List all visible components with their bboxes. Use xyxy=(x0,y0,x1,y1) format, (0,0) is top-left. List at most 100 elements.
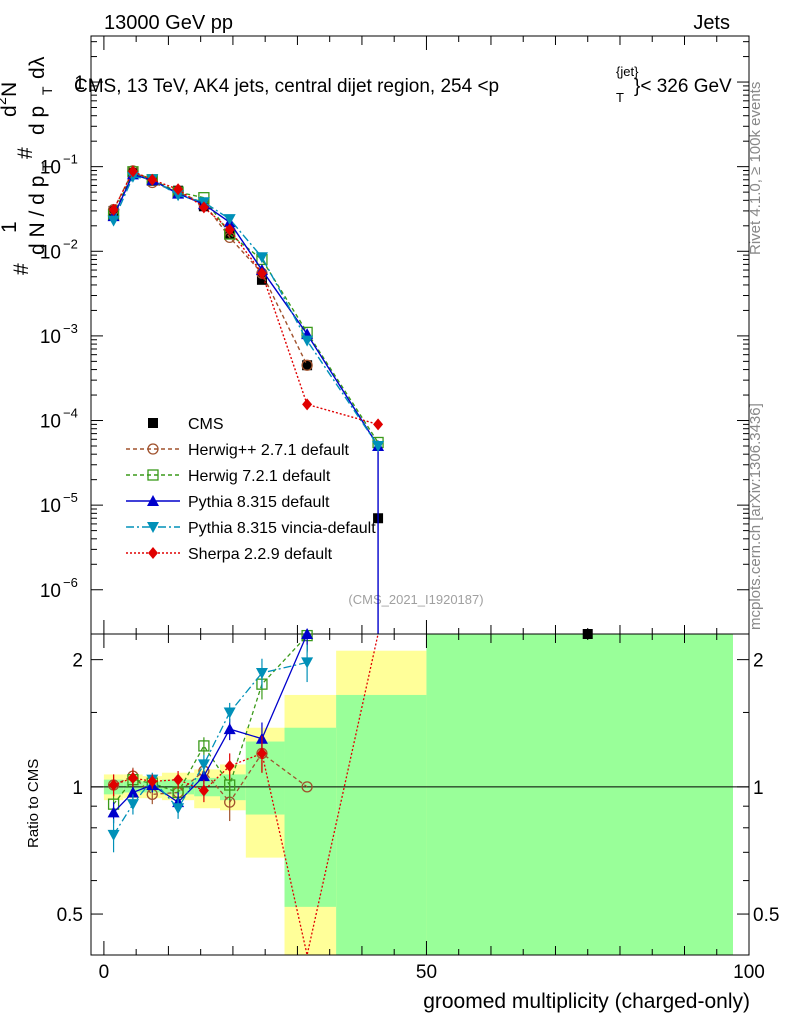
main-ytick-label-1: 10 xyxy=(40,158,61,179)
main-ytick-label-6: 10 xyxy=(40,581,61,602)
ratio-point-3-6 xyxy=(255,667,268,679)
band-inner-9 xyxy=(426,634,733,955)
ylabel-dn-dpt: d N / d p xyxy=(26,176,49,255)
ratio-line-2 xyxy=(113,633,308,813)
legend-marker-5 xyxy=(148,547,158,559)
ratio-line-1 xyxy=(113,635,308,805)
band-inner-7 xyxy=(284,727,337,907)
ratio-ytick-label-0: 0.5 xyxy=(57,905,83,926)
ylabel-lambda: λ xyxy=(26,56,49,67)
ratio-point-1-4 xyxy=(198,740,210,752)
ratio-line-0 xyxy=(113,752,308,804)
main-ytick-exp-6: −6 xyxy=(63,575,78,590)
legend-label-1: Herwig++ 2.7.1 default xyxy=(188,442,350,459)
main-point-5-2 xyxy=(147,173,158,186)
ylabel-prefix: # xyxy=(10,263,33,275)
main-line-4 xyxy=(112,175,379,447)
main-ytick-label-3: 10 xyxy=(40,327,61,348)
ratio-plot-frame xyxy=(90,633,750,956)
y-axis-label-ratio: Ratio to CMS xyxy=(25,759,42,848)
main-y-ticks: 110−110−210−310−410−510−6 xyxy=(40,41,749,602)
legend-entry-2: Herwig 7.2.1 default xyxy=(126,468,331,485)
ratio-point-4-6 xyxy=(256,747,267,760)
ratio-point-3-4 xyxy=(197,759,210,771)
main-point-4-7 xyxy=(301,335,314,347)
side-label-mcplots: mcplots.cern.ch [arXiv:1306.3436] xyxy=(747,403,764,630)
ratio-point-4-1 xyxy=(127,771,138,784)
ratio-point-3-3 xyxy=(172,803,185,815)
legend: CMS Herwig++ 2.7.1 default Herwig 7.2.1 de… xyxy=(126,416,376,563)
ylabel-d: d xyxy=(0,105,21,117)
legend-marker-1 xyxy=(147,443,159,455)
ylabel-sup-2: 2 xyxy=(0,97,9,105)
side-label-rivet: Rivet 4.1.0, ≥ 100k events xyxy=(747,82,764,255)
main-point-5-0 xyxy=(108,203,119,216)
x-tick-label-2: 100 xyxy=(733,962,765,983)
ratio-point-3-5 xyxy=(223,707,236,719)
ratio-point-2-4 xyxy=(197,770,210,782)
title-sub: T xyxy=(616,90,624,105)
main-series-group xyxy=(107,165,593,639)
ratio-series-3 xyxy=(107,644,314,853)
watermark: (CMS_2021_I1920187) xyxy=(348,592,483,607)
ratio-ytick-label-1: 1 xyxy=(72,778,83,799)
ylabel-n: N xyxy=(0,82,21,97)
legend-entry-3: Pythia 8.315 default xyxy=(126,494,330,511)
main-point-5-8 xyxy=(373,418,384,431)
legend-entry-1: Herwig++ 2.7.1 default xyxy=(126,442,350,459)
legend-label-0: CMS xyxy=(188,416,224,433)
header-left: 13000 GeV pp xyxy=(104,12,233,34)
header-right: Jets xyxy=(693,12,730,34)
ratio-point-4-5 xyxy=(224,760,235,773)
ratio-ytick-label-right-1: 1 xyxy=(753,778,764,799)
ratio-point-3-7 xyxy=(301,657,314,669)
ratio-y-ticks: 0.5 0.5 1 1 2 2 xyxy=(57,651,780,926)
main-point-5-4 xyxy=(198,201,209,214)
main-ytick-exp-3: −3 xyxy=(63,321,78,336)
legend-marker-2 xyxy=(147,469,159,481)
main-point-0-6 xyxy=(256,274,267,285)
main-ytick-label-2: 10 xyxy=(40,242,61,263)
main-point-1-7 xyxy=(301,359,313,371)
main-series-4 xyxy=(107,171,385,452)
ratio-point-2-0 xyxy=(107,806,120,818)
main-plot-frame xyxy=(90,35,750,635)
ratio-point-2-7 xyxy=(301,628,314,639)
main-point-4-3 xyxy=(172,190,185,202)
ratio-point-4-4 xyxy=(198,784,209,797)
ratio-point-4-2 xyxy=(147,775,158,788)
title-sup: {jet} xyxy=(616,64,639,79)
legend-marker-4 xyxy=(147,522,159,533)
svg-text:CMS, 13 TeV, AK4 jets, central: CMS, 13 TeV, AK4 jets, central dijet reg… xyxy=(74,76,499,97)
main-point-5-5 xyxy=(224,223,235,236)
x-tick-label-1: 50 xyxy=(416,962,437,983)
ylabel-mid: # xyxy=(14,147,37,159)
main-ytick-exp-2: −2 xyxy=(63,236,78,251)
x-axis-label: groomed multiplicity (charged-only) xyxy=(423,990,750,1013)
legend-marker-3 xyxy=(147,495,159,506)
ratio-point-1-5 xyxy=(224,779,236,791)
ratio-point-3-1 xyxy=(126,799,139,811)
main-ytick-label-4: 10 xyxy=(40,412,61,433)
ratio-series-group xyxy=(107,628,379,956)
x-tick-label-0: 0 xyxy=(99,962,110,983)
main-point-4-6 xyxy=(255,252,268,264)
main-point-4-8 xyxy=(372,440,385,452)
legend-label-2: Herwig 7.2.1 default xyxy=(188,468,331,485)
ylabel-dl: d xyxy=(26,67,49,79)
y-axis-label-main: # 1 d N / d p T # d 2 N d p T d λ xyxy=(0,56,55,275)
band-inner-8 xyxy=(336,694,427,955)
ratio-point-2-1 xyxy=(126,786,139,798)
main-ytick-label-0: 1 xyxy=(74,73,85,94)
main-ytick-exp-1: −1 xyxy=(63,152,78,167)
main-line-3 xyxy=(112,173,379,634)
main-series-5 xyxy=(108,165,384,431)
title-end: }< 326 GeV xyxy=(634,76,732,97)
ratio-uncertainty-bands xyxy=(103,634,733,955)
ylabel-sub-t2: T xyxy=(39,86,55,95)
legend-marker-0 xyxy=(148,418,158,428)
ratio-ytick-label-2: 2 xyxy=(72,651,83,672)
ratio-point-0-7 xyxy=(301,781,313,793)
main-line-1 xyxy=(112,169,308,366)
